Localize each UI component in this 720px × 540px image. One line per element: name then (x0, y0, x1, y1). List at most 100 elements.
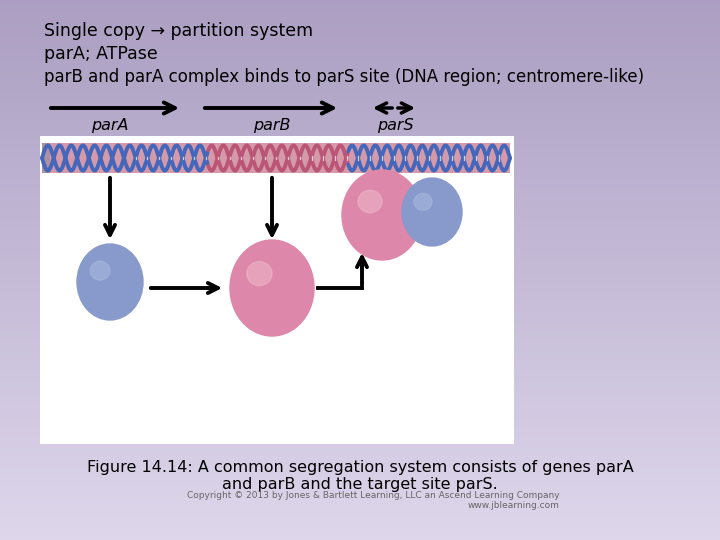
Bar (0, 74, 720, 76)
Bar (0, 418, 720, 420)
Bar (0, 2, 720, 3)
Bar (0, 221, 720, 222)
Bar (0, 285, 720, 286)
Bar (0, 233, 720, 235)
Bar (0, 143, 720, 145)
Bar (0, 270, 720, 271)
Bar (0, 388, 720, 389)
Bar (0, 79, 720, 81)
Bar (0, 196, 720, 197)
Bar (0, 309, 720, 310)
Bar (0, 65, 720, 66)
Bar (0, 278, 720, 280)
Bar (0, 16, 720, 17)
Bar (0, 89, 720, 90)
Bar (0, 5, 720, 6)
Bar (0, 442, 720, 443)
Bar (0, 319, 720, 320)
Bar (0, 230, 720, 231)
Bar (0, 312, 720, 313)
Bar (0, 521, 720, 523)
Bar (0, 138, 720, 139)
Bar (0, 25, 720, 27)
Bar (0, 63, 720, 65)
Bar (0, 325, 720, 327)
Bar (0, 129, 720, 130)
Bar (0, 11, 720, 12)
Bar (0, 458, 720, 459)
Bar (0, 301, 720, 302)
Bar (0, 134, 720, 135)
Text: parS: parS (377, 118, 413, 133)
Bar (0, 411, 720, 413)
Bar (0, 54, 720, 56)
Bar (0, 339, 720, 340)
Bar (0, 8, 720, 9)
Bar (0, 373, 720, 374)
Bar (0, 163, 720, 165)
Bar (0, 273, 720, 274)
Bar (0, 516, 720, 517)
Bar (0, 467, 720, 469)
Bar (0, 140, 720, 141)
Bar (0, 470, 720, 471)
Bar (0, 483, 720, 485)
Bar (0, 267, 720, 269)
Bar (0, 220, 720, 221)
Bar (0, 471, 720, 472)
Bar (0, 162, 720, 163)
Bar (0, 433, 720, 435)
Bar (0, 271, 720, 273)
Bar (0, 372, 720, 373)
Bar (0, 247, 720, 248)
Bar (0, 525, 720, 526)
Bar (0, 76, 720, 77)
Bar (0, 390, 720, 392)
Bar (0, 135, 720, 136)
Text: parB: parB (253, 118, 291, 133)
Ellipse shape (90, 261, 110, 280)
Bar (0, 529, 720, 530)
Bar (0, 96, 720, 97)
Bar (0, 69, 720, 70)
Bar (0, 377, 720, 378)
Bar (0, 402, 720, 404)
Bar (0, 486, 720, 487)
Bar (0, 22, 720, 23)
Bar (0, 356, 720, 357)
Bar (0, 417, 720, 418)
Bar (0, 192, 720, 193)
Bar (0, 184, 720, 185)
Bar (0, 136, 720, 138)
Bar (0, 335, 720, 336)
Bar (0, 451, 720, 453)
Bar (0, 219, 720, 220)
Bar (0, 392, 720, 393)
Bar (0, 352, 720, 354)
Bar (0, 282, 720, 284)
Bar (0, 536, 720, 537)
Bar (0, 202, 720, 204)
Bar (0, 298, 720, 300)
Bar (0, 459, 720, 460)
Bar (0, 57, 720, 58)
Bar (0, 209, 720, 211)
Bar (0, 226, 720, 227)
Bar (0, 124, 720, 126)
Bar (0, 435, 720, 436)
Bar (0, 404, 720, 405)
Bar (0, 59, 720, 60)
Bar (0, 436, 720, 437)
Bar (0, 489, 720, 490)
Bar (0, 97, 720, 98)
Bar (0, 187, 720, 189)
Bar (0, 517, 720, 518)
Bar (0, 284, 720, 285)
Bar (0, 463, 720, 464)
Bar (0, 296, 720, 297)
Bar (0, 189, 720, 191)
Bar (0, 482, 720, 483)
Bar (0, 237, 720, 238)
Bar (0, 160, 720, 162)
Bar (0, 438, 720, 440)
